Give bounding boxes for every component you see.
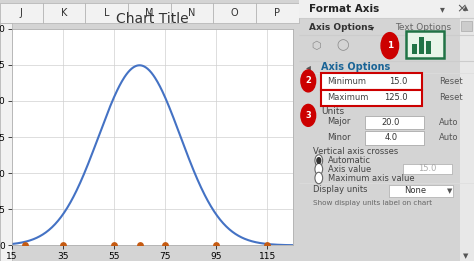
FancyBboxPatch shape	[460, 0, 474, 261]
Circle shape	[381, 33, 399, 59]
Text: J: J	[20, 8, 23, 18]
FancyBboxPatch shape	[128, 3, 171, 23]
Circle shape	[315, 155, 323, 166]
Text: Automatic: Automatic	[328, 156, 371, 165]
Circle shape	[301, 70, 316, 92]
Text: Minimum: Minimum	[327, 77, 365, 86]
Point	[59, 242, 67, 247]
Text: 4.0: 4.0	[384, 133, 397, 142]
FancyBboxPatch shape	[299, 0, 474, 18]
Text: Vertical axis crosses: Vertical axis crosses	[313, 147, 398, 156]
Text: Text Options: Text Options	[395, 23, 451, 32]
Text: 15.0: 15.0	[389, 77, 407, 86]
Point	[264, 242, 271, 247]
Point	[21, 242, 28, 247]
Text: Units: Units	[321, 107, 345, 116]
Text: ◯: ◯	[336, 40, 349, 51]
Text: Axis value: Axis value	[328, 165, 371, 174]
Text: Minor: Minor	[327, 133, 350, 142]
Text: Maximum axis value: Maximum axis value	[328, 174, 414, 182]
Text: Maximum: Maximum	[327, 93, 368, 102]
Point	[110, 242, 118, 247]
Text: None: None	[404, 186, 426, 195]
Text: M: M	[145, 8, 154, 18]
Text: ▼: ▼	[447, 188, 452, 194]
Text: ▲: ▲	[464, 5, 469, 11]
Point	[212, 242, 220, 247]
FancyBboxPatch shape	[412, 44, 417, 54]
Text: Reset: Reset	[439, 93, 463, 102]
FancyBboxPatch shape	[426, 41, 431, 54]
FancyBboxPatch shape	[461, 21, 472, 31]
Text: ◂: ◂	[306, 62, 310, 72]
Text: 20.0: 20.0	[382, 118, 400, 127]
FancyBboxPatch shape	[419, 37, 424, 54]
FancyBboxPatch shape	[0, 23, 12, 261]
Text: L: L	[104, 8, 109, 18]
Text: ▾: ▾	[370, 23, 374, 32]
Text: 15.0: 15.0	[419, 164, 437, 174]
Text: ▾: ▾	[440, 4, 445, 14]
Text: Auto: Auto	[439, 133, 458, 142]
Title: Chart Title: Chart Title	[116, 12, 189, 26]
Point	[161, 242, 169, 247]
FancyBboxPatch shape	[256, 3, 299, 23]
Text: O: O	[231, 8, 238, 18]
FancyBboxPatch shape	[403, 164, 452, 174]
Text: Axis Options: Axis Options	[321, 62, 391, 72]
Text: Reset: Reset	[439, 77, 463, 86]
FancyBboxPatch shape	[43, 3, 85, 23]
Text: Auto: Auto	[439, 118, 458, 127]
Text: 2: 2	[305, 76, 311, 85]
FancyBboxPatch shape	[213, 3, 256, 23]
Text: 3: 3	[305, 111, 311, 120]
Circle shape	[317, 158, 321, 163]
FancyBboxPatch shape	[406, 31, 444, 58]
FancyBboxPatch shape	[389, 185, 454, 197]
Text: ⬡: ⬡	[311, 41, 321, 51]
Text: Format Axis: Format Axis	[309, 4, 379, 14]
FancyBboxPatch shape	[0, 3, 43, 23]
FancyBboxPatch shape	[365, 116, 424, 129]
Text: ×: ×	[456, 3, 467, 16]
FancyBboxPatch shape	[365, 131, 424, 145]
Circle shape	[301, 104, 316, 126]
Text: Display units: Display units	[313, 185, 367, 194]
Text: K: K	[61, 8, 67, 18]
Text: ▼: ▼	[464, 253, 469, 259]
Text: Major: Major	[327, 117, 350, 126]
FancyBboxPatch shape	[171, 3, 213, 23]
FancyBboxPatch shape	[85, 3, 128, 23]
FancyBboxPatch shape	[321, 73, 422, 90]
Circle shape	[315, 163, 323, 175]
Text: 1: 1	[387, 41, 393, 50]
Circle shape	[315, 172, 323, 184]
Text: P: P	[274, 8, 280, 18]
Text: Show display units label on chart: Show display units label on chart	[313, 200, 432, 206]
Text: 125.0: 125.0	[384, 93, 407, 102]
FancyBboxPatch shape	[321, 90, 422, 106]
Point	[136, 242, 143, 247]
Text: Axis Options: Axis Options	[309, 23, 373, 32]
Text: Bounds: Bounds	[321, 72, 355, 81]
Text: N: N	[188, 8, 196, 18]
